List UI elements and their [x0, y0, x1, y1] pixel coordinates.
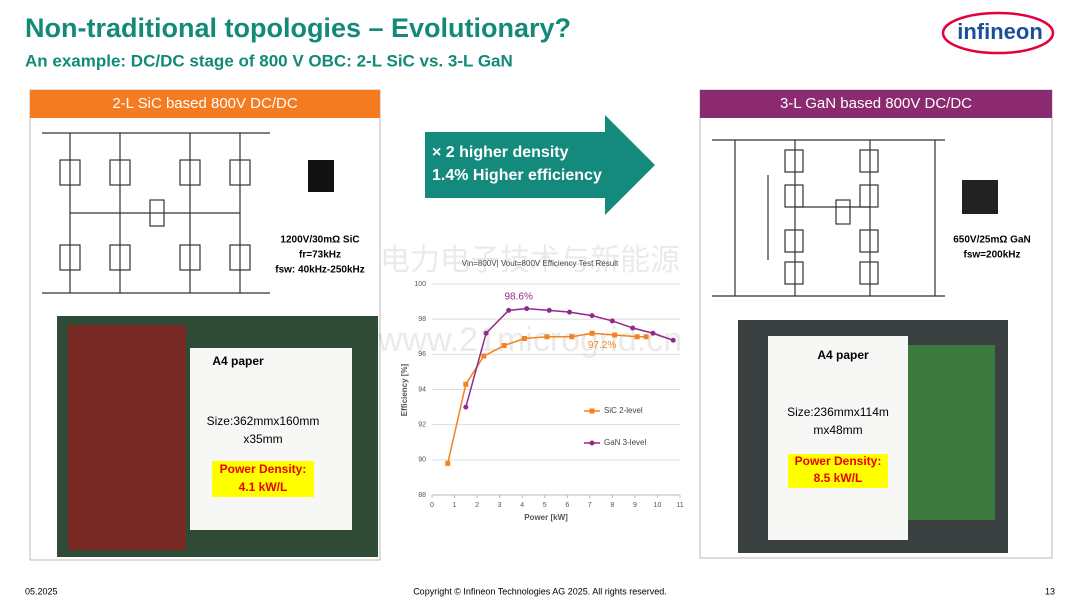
marker [634, 334, 640, 340]
y-tick-label: 90 [418, 457, 426, 464]
spec: fr=73kHz [299, 250, 341, 261]
watermark: 电力电子技术与新能源 [380, 244, 680, 277]
marker [569, 334, 575, 340]
logo: infineon [957, 19, 1043, 44]
gan-circuit [712, 139, 945, 297]
left-heading-bg [30, 90, 380, 118]
y-tick-label: 98 [418, 316, 426, 323]
y-tick-label: 100 [414, 281, 426, 288]
size: Size:236mmx114m [787, 405, 889, 419]
gan-device [962, 180, 998, 214]
marker [481, 353, 487, 359]
pcb [68, 325, 186, 550]
size: x35mm [243, 432, 282, 446]
size: Size:362mmx160mm [207, 414, 320, 428]
marker [463, 404, 469, 410]
spec: 1200V/30mΩ SiC [280, 235, 359, 246]
x-tick-label: 8 [610, 502, 614, 509]
x-tick-label: 4 [520, 502, 524, 509]
logo-ring [941, 11, 1055, 55]
chart-title: Vin=800V| Vout=800V Efficiency Test Resu… [462, 259, 619, 268]
x-tick-label: 5 [543, 502, 547, 509]
x-tick-label: 11 [676, 502, 683, 509]
marker [589, 330, 595, 336]
legend-label: GaN 3-level [604, 438, 646, 447]
paper [768, 336, 908, 540]
title: Non-traditional topologies – Evolutionar… [25, 13, 571, 43]
x-tick-label: 1 [453, 502, 457, 509]
x-tick-label: 2 [475, 502, 479, 509]
paper-label: A4 paper [817, 348, 869, 362]
marker [670, 337, 676, 343]
arrow-text: × 2 higher density [432, 144, 569, 161]
paper [190, 348, 352, 530]
x-tick-label: 6 [565, 502, 569, 509]
left-heading: 2-L SiC based 800V DC/DC [112, 95, 298, 112]
y-axis-label: Efficiency [%] [400, 363, 409, 416]
spec: 650V/25mΩ GaN [953, 235, 1031, 246]
right-heading-bg [700, 90, 1052, 118]
x-tick-label: 3 [498, 502, 502, 509]
legend-label: SiC 2-level [604, 406, 643, 415]
highlight [788, 454, 888, 488]
marker [506, 307, 512, 313]
legend-marker [589, 408, 595, 414]
marker [609, 318, 615, 324]
legend-marker [589, 440, 595, 446]
x-tick-label: 7 [588, 502, 592, 509]
marker [463, 381, 469, 387]
marker [630, 325, 636, 331]
marker [650, 330, 656, 336]
sic-circuit [42, 132, 270, 294]
power-density: 4.1 kW/L [239, 480, 288, 494]
marker [589, 313, 595, 319]
marker [483, 330, 489, 336]
arrow-text: 1.4% Higher efficiency [432, 167, 602, 184]
highlight [212, 461, 314, 497]
x-axis-label: Power [kW] [524, 513, 568, 522]
power-density: Power Density: [795, 454, 882, 468]
marker [544, 334, 550, 340]
footer-date: 05.2025 [25, 586, 58, 596]
marker [612, 332, 618, 338]
size: mx48mm [813, 423, 862, 437]
y-tick-label: 88 [418, 492, 426, 499]
y-tick-label: 94 [418, 386, 426, 393]
marker [567, 309, 573, 315]
x-tick-label: 0 [430, 502, 434, 509]
marker [546, 307, 552, 313]
pcb [905, 345, 995, 520]
sic-device [308, 160, 334, 192]
right-heading: 3-L GaN based 800V DC/DC [780, 95, 972, 112]
power-density: 8.5 kW/L [814, 471, 863, 485]
x-tick-label: 10 [654, 502, 662, 509]
paper-label: A4 paper [212, 354, 264, 368]
annotation: 98.6% [505, 291, 533, 302]
marker [521, 336, 527, 342]
marker [445, 460, 451, 466]
spec: fsw: 40kHz-250kHz [275, 265, 364, 276]
marker [524, 306, 530, 312]
arrow [425, 115, 655, 215]
power-density: Power Density: [220, 462, 307, 476]
y-tick-label: 92 [418, 422, 426, 429]
subtitle: An example: DC/DC stage of 800 V OBC: 2-… [25, 51, 513, 70]
spec: fsw=200kHz [964, 250, 1021, 261]
footer-copyright: Copyright © Infineon Technologies AG 202… [413, 586, 667, 596]
annotation: 97.2% [588, 340, 616, 351]
marker [643, 334, 649, 340]
y-tick-label: 96 [418, 351, 426, 358]
x-tick-label: 9 [633, 502, 637, 509]
chart: Vin=800V| Vout=800V Efficiency Test Resu… [400, 259, 684, 522]
marker [501, 343, 507, 349]
page-number: 13 [1045, 586, 1055, 596]
